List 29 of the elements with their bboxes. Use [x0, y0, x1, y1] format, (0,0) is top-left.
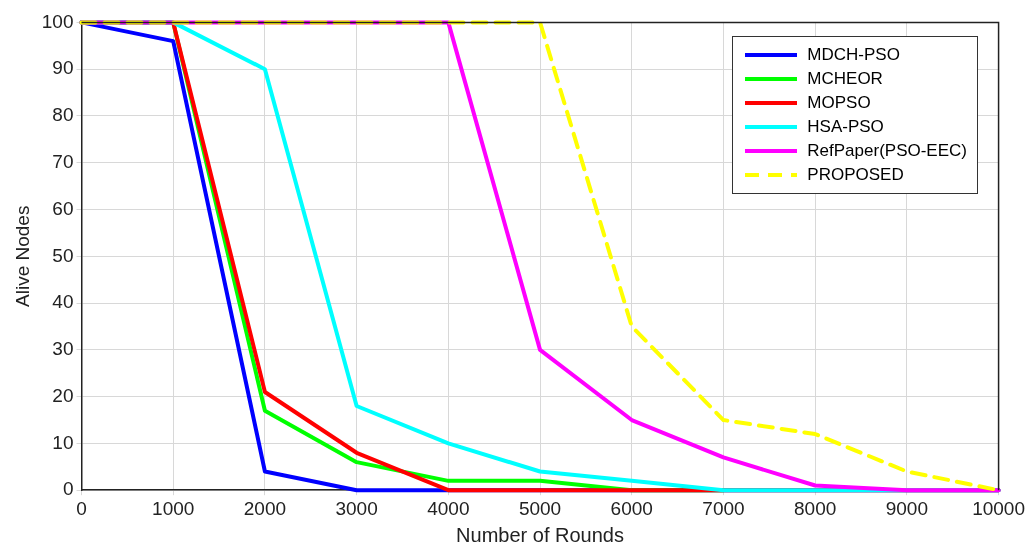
- x-tick-label: 4000: [427, 497, 470, 519]
- x-tick-label: 1000: [152, 497, 195, 519]
- x-tick-label: 6000: [610, 497, 653, 519]
- x-tick-label: 7000: [702, 497, 745, 519]
- y-tick-label: 20: [52, 384, 74, 406]
- y-tick-label: 100: [41, 10, 74, 32]
- y-tick-label: 70: [52, 150, 74, 172]
- y-tick-label: 80: [52, 104, 74, 126]
- x-tick-label: 3000: [335, 497, 378, 519]
- legend-label: MDCH-PSO: [807, 45, 900, 65]
- x-axis-title: Number of Rounds: [456, 523, 624, 546]
- legend-label: RefPaper(PSO-EEC): [807, 141, 967, 161]
- y-tick-label: 40: [52, 291, 74, 313]
- y-tick-label: 0: [62, 478, 74, 500]
- x-tick-label: 10000: [972, 497, 1025, 519]
- y-tick-label: 10: [52, 431, 74, 453]
- x-tick-label: 8000: [794, 497, 837, 519]
- legend-label: MCHEOR: [807, 69, 883, 89]
- x-tick-label: 9000: [885, 497, 929, 519]
- legend-label: MOPSO: [807, 93, 871, 113]
- y-axis-title: Alive Nodes: [11, 205, 33, 307]
- y-tick-label: 60: [52, 197, 74, 219]
- y-tick-label: 50: [52, 244, 74, 266]
- x-tick-label: 5000: [518, 497, 562, 519]
- legend-label: PROPOSED: [807, 165, 904, 185]
- legend-label: HSA-PSO: [807, 117, 884, 137]
- y-tick-label: 30: [52, 338, 74, 360]
- x-tick-label: 2000: [243, 497, 287, 519]
- y-tick-label: 90: [52, 57, 74, 79]
